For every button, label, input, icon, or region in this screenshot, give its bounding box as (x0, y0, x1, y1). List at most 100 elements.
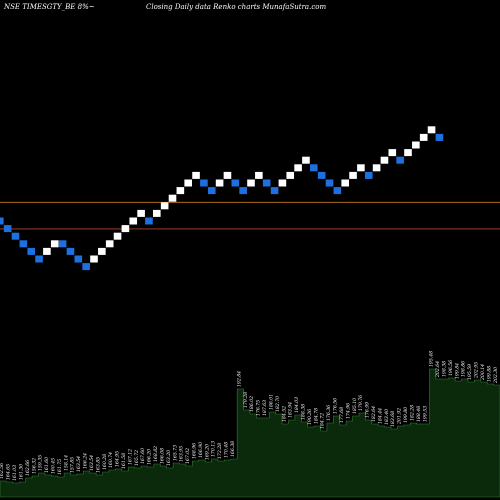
volume-label: 190.26 (307, 409, 313, 425)
volume-label: 202.64 (435, 361, 441, 378)
volume-label: 199.84 (454, 363, 460, 379)
volume-label: 172.28 (217, 443, 223, 459)
renko-brick-down (200, 179, 208, 187)
renko-brick-up (160, 202, 169, 210)
volume-label: 176.36 (326, 405, 332, 421)
volume-label: 158.14 (63, 455, 69, 471)
volume-label: 166.20 (147, 449, 153, 465)
volume-label: 162.66 (25, 460, 31, 476)
volume-label: 164.65 (6, 464, 12, 480)
volume-label: 182.70 (275, 396, 281, 412)
renko-brick-up (341, 179, 349, 187)
volume-label: 167.02 (185, 448, 191, 464)
renko-brick-up (137, 209, 145, 217)
renko-brick-up (105, 240, 114, 248)
volume-label: 167.60 (140, 448, 146, 464)
volume-label: 166.24 (83, 453, 89, 469)
renko-brick-down (145, 217, 153, 225)
renko-brick-down (11, 232, 20, 240)
renko-bricks (0, 126, 444, 271)
renko-brick-up (404, 149, 412, 157)
volume-label: 183.40 (384, 409, 390, 425)
volume-label: 188.48 (416, 406, 422, 422)
volume-label: 201.92 (397, 408, 403, 425)
renko-brick-up (357, 164, 365, 172)
volume-label: 202.95 (474, 362, 480, 379)
reference-lines (0, 201, 500, 230)
renko-brick-up (43, 247, 51, 255)
volume-label: 179.76 (358, 395, 364, 411)
volume-label: 187.63 (262, 400, 268, 416)
volume-label: 177.68 (339, 407, 345, 423)
volume-label: 196.56 (448, 360, 454, 376)
volume-label: 183.68 (390, 411, 396, 427)
renko-brick-up (380, 156, 389, 164)
renko-brick-down (310, 164, 318, 172)
volume-area-shape (0, 368, 500, 498)
renko-brick-up (223, 171, 232, 179)
volume-label: 162.56 (0, 463, 5, 479)
volume-label: 156.32 (31, 458, 37, 474)
volume-label: 165.73 (172, 445, 178, 461)
volume-label: 176.56 (333, 398, 339, 414)
volume-label: 168.96 (192, 443, 198, 459)
renko-brick-down (364, 171, 373, 179)
renko-brick-up (176, 187, 185, 195)
volume-label: 161.03 (12, 465, 18, 481)
renko-brick-up (412, 141, 420, 149)
volume-label: 165.72 (134, 450, 140, 466)
volume-label: 200.14 (480, 364, 486, 381)
renko-brick-up (302, 156, 310, 164)
renko-brick-up (294, 164, 302, 172)
renko-brick-up (349, 171, 357, 179)
volume-label: 174.96 (345, 403, 351, 419)
volume-label: 195.48 (429, 351, 435, 367)
renko-brick-down (207, 187, 216, 195)
renko-brick-down (27, 247, 35, 255)
volume-label: 184.44 (377, 408, 383, 424)
chart-subtitle: Closing Daily data Renko charts MunafaSu… (146, 3, 326, 11)
volume-area: 162.56 164.65 161.03 161.30 162.66 156.32 159.… (0, 351, 500, 498)
volume-label: 161.58 (121, 453, 127, 469)
volume-label: 160.28 (102, 454, 108, 470)
renko-brick-up (90, 255, 98, 263)
renko-brick-up (192, 171, 200, 179)
renko-brick-up (247, 179, 255, 187)
renko-brick-down (58, 240, 67, 248)
volume-label: 179.28 (243, 392, 249, 408)
volume-label: 198.86 (461, 361, 467, 377)
renko-brick-down (82, 263, 90, 271)
renko-brick-up (419, 133, 428, 141)
renko-brick-up (286, 171, 295, 179)
volume-label: 170.13 (211, 441, 217, 457)
volume-label: 176.99 (365, 402, 371, 418)
renko-brick-down (262, 179, 271, 187)
volume-label: 164.95 (115, 451, 121, 467)
volume-label: 199.88 (486, 366, 492, 382)
renko-brick-up (255, 171, 263, 179)
renko-brick-down (325, 179, 334, 187)
volume-label: 168.82 (153, 446, 159, 462)
renko-brick-down (231, 179, 240, 187)
volume-label: 195.59 (467, 364, 473, 380)
volume-label: 185.10 (352, 398, 358, 414)
volume-label: 160.45 (50, 458, 56, 474)
renko-brick-down (19, 240, 28, 248)
volume-label: 160.74 (108, 452, 114, 468)
volume-label: 184.78 (313, 408, 319, 424)
volume-label: 161.30 (18, 464, 24, 480)
renko-brick-up (168, 194, 177, 202)
volume-label: 199.53 (422, 406, 428, 422)
renko-brick-up (215, 179, 224, 187)
volume-label: 159.35 (38, 455, 44, 471)
volume-label: 163.54 (89, 455, 95, 471)
volume-label: 184.03 (294, 397, 300, 413)
renko-brick-down (435, 133, 444, 141)
renko-brick-down (0, 217, 4, 225)
volume-label: 182.28 (409, 405, 415, 421)
volume-label: 163.20 (166, 450, 172, 466)
volume-label: 176.75 (256, 400, 262, 416)
volume-label: 182.64 (371, 406, 377, 422)
volume-label: 186.02 (249, 396, 255, 412)
